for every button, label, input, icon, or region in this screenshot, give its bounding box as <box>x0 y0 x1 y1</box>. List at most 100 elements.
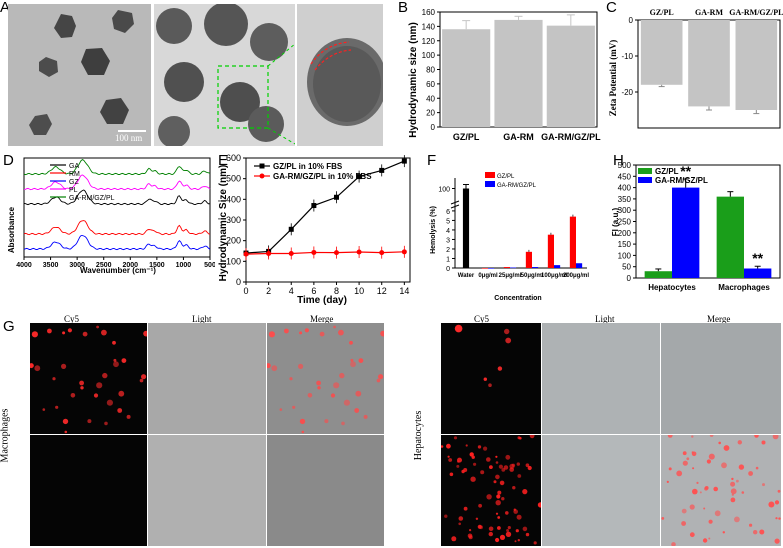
mac-side-label: Macrophages <box>0 408 11 463</box>
fluorescence-spot <box>668 467 672 471</box>
fluorescence-spot <box>307 393 313 398</box>
fluorescence-spot <box>527 465 532 471</box>
fluorescence-spot <box>448 458 453 462</box>
fluorescence-spot <box>495 512 499 515</box>
chart-E-point <box>288 226 294 232</box>
chart-H-ytick-label: 450 <box>618 172 632 181</box>
chart-E-point <box>333 250 339 256</box>
chart-F-xtick-label: 25μg/ml <box>499 273 522 279</box>
fluorescence-spot <box>470 476 476 482</box>
fluorescence-spot <box>516 514 522 520</box>
fluorescence-spot <box>682 451 687 456</box>
fluorescence-spot <box>722 531 725 534</box>
fluorescence-spot <box>363 414 368 419</box>
fluorescence-spot <box>749 523 753 527</box>
fluorescence-spot <box>350 361 356 368</box>
fluorescence-spot <box>301 430 305 434</box>
fluorescence-spot <box>704 486 708 491</box>
fluorescence-spot <box>102 372 108 379</box>
fluorescence-spot <box>34 365 41 372</box>
fluorescence-spot <box>689 532 695 538</box>
fluorescence-spot <box>454 324 463 333</box>
chart-D-xtick-label: 500 <box>204 262 215 269</box>
fluorescence-spot <box>354 408 360 413</box>
chart-D-xtick-label: 1000 <box>176 262 192 269</box>
fluorescence-spot <box>512 486 516 490</box>
chart-D-legend-label: PL <box>69 187 78 194</box>
fluorescence-spot <box>30 363 34 369</box>
fluorescence-spot <box>444 514 448 518</box>
fluorescence-spot <box>104 421 108 426</box>
fluorescence-spot <box>503 465 509 470</box>
chart-E-point <box>379 250 385 256</box>
mac-row-gzpl: GZ/PL <box>15 357 26 383</box>
fluorescence-spot <box>118 390 125 397</box>
fluorescence-spot <box>441 445 444 448</box>
chart-F-bar <box>532 267 539 268</box>
chart-D-series-line <box>23 174 211 191</box>
panel-label-C: C <box>606 0 617 16</box>
fluorescence-spot <box>477 445 482 449</box>
fluorescence-spot <box>506 529 510 532</box>
fluorescence-spot <box>87 419 92 424</box>
fluorescence-spot <box>676 470 683 477</box>
tem-image-zoom <box>297 4 383 146</box>
chart-H-legend-swatch <box>638 177 652 183</box>
fluorescence-spot <box>737 440 742 445</box>
fluorescence-spot <box>475 517 479 520</box>
chart-C-ytick-label: 0 <box>629 16 634 25</box>
chart-C-axes: 0 -10 -20 GZ/PL GA-RM GA-RM/GZ/PL <box>621 8 783 129</box>
mac-gzpl-merge-spots <box>267 325 384 434</box>
chart-E-point <box>401 158 407 164</box>
fluorescence-spot <box>497 366 503 371</box>
chart-D-axes: 4000 3500 3000 2500 2000 1500 1000 500 <box>16 157 215 269</box>
fluorescence-spot <box>449 472 454 477</box>
fluorescence-spot <box>268 331 275 338</box>
chart-E-xtick-label: 4 <box>289 286 294 296</box>
fluorescence-spot <box>734 516 740 523</box>
chart-E-ytick-label: 100 <box>226 256 241 266</box>
fluorescence-spot <box>718 441 721 445</box>
panel-label-D: D <box>3 152 14 169</box>
chart-E-ytick-label: 200 <box>226 236 241 246</box>
fluorescence-spot <box>713 486 718 492</box>
fluorescence-spot <box>62 418 69 425</box>
chart-F-xtick-label: 0μg/ml <box>478 273 498 279</box>
chart-B-ytick-label: 0 <box>431 123 436 132</box>
fluorescence-spot <box>501 497 505 501</box>
chart-F-ytick-label: 0 <box>446 266 450 273</box>
chart-D-lines <box>23 159 211 251</box>
fluorescence-spot <box>778 517 781 520</box>
chart-E-xtick-label: 14 <box>399 286 409 296</box>
fluorescence-spot <box>47 328 52 334</box>
chart-E-ytick-label: 300 <box>226 215 241 225</box>
fluorescence-spot <box>457 460 460 463</box>
fluorescence-spot <box>478 503 482 508</box>
chart-E-xtick-label: 8 <box>334 286 339 296</box>
fluorescence-spot <box>62 331 66 335</box>
chart-E-xtick-label: 12 <box>377 286 387 296</box>
chart-F-bar <box>576 263 583 268</box>
chart-F-bar <box>554 265 561 268</box>
fluorescence-spot <box>495 461 499 464</box>
hep-col-cy5: Cy5 <box>474 314 490 324</box>
fluorescence-spot <box>483 377 487 381</box>
chart-E-ytick-label: 600 <box>226 153 241 163</box>
fluorescence-spot <box>681 508 687 514</box>
chart-C-bars <box>640 20 778 115</box>
fluorescence-spot <box>298 363 304 369</box>
fluorescence-spot <box>284 328 289 334</box>
fluorescence-spot <box>730 488 737 495</box>
fluorescence-spot <box>483 446 488 451</box>
fluorescence-spot <box>533 541 537 545</box>
fluorescence-spot <box>772 435 779 440</box>
chart-C-bar <box>735 20 778 110</box>
fluorescence-spot <box>709 435 714 437</box>
fluorescence-spot <box>515 529 519 533</box>
chart-E-point <box>356 249 362 255</box>
chart-E-xlabel: Time (day) <box>297 295 347 306</box>
chart-H-significance: ** <box>752 250 763 266</box>
chart-C-xtick-label: GZ/PL <box>650 8 674 17</box>
chart-F-bar <box>481 268 488 269</box>
fluorescence-spot <box>289 377 293 381</box>
